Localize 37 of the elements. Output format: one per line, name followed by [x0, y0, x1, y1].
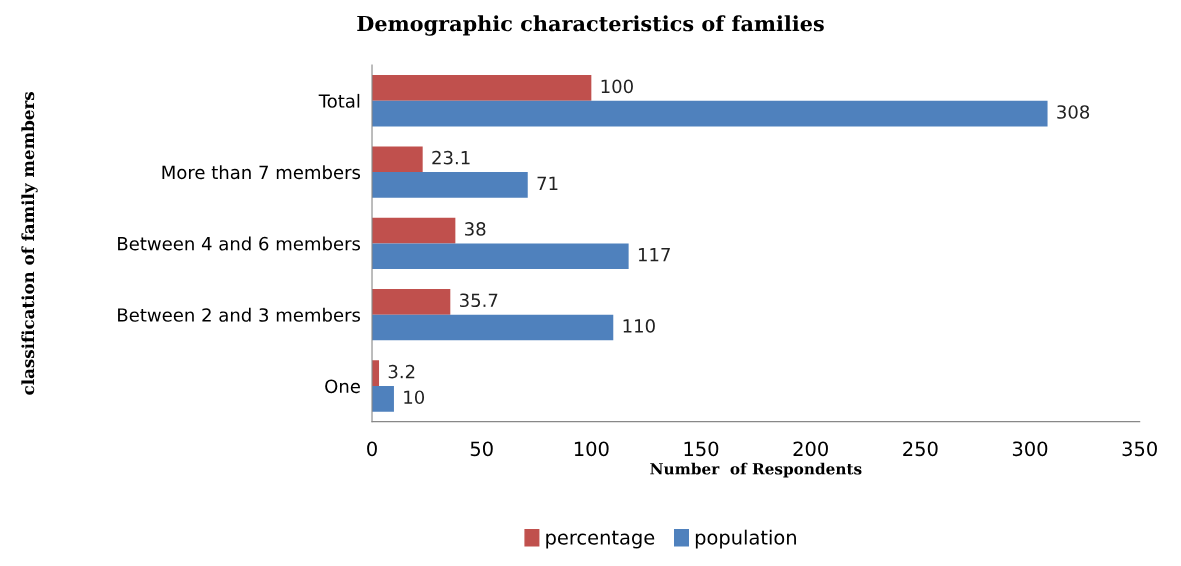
data-label: 71 [537, 176, 558, 190]
data-label: 10 [404, 390, 425, 405]
bar [372, 314, 614, 341]
data-label: 100 [601, 79, 633, 94]
bar [372, 100, 1048, 127]
data-label: 117 [638, 248, 670, 262]
y-tick-label: More than 7 members [162, 165, 361, 180]
data-label: 308 [1057, 105, 1090, 119]
chart-title: Demographic characteristics of families [357, 15, 824, 36]
x-tick-label: 350 [1122, 441, 1157, 457]
y-tick-label: Total [318, 93, 360, 108]
data-label: 23.1 [432, 150, 470, 165]
bar [372, 243, 629, 270]
y-tick-label: Between 4 and 6 members [118, 236, 361, 251]
y-tick-label: Between 2 and 3 members [118, 307, 361, 322]
x-axis-title: Number of Respondents [650, 462, 862, 478]
data-label: 35.7 [460, 293, 498, 308]
y-axis-title: classification of family members [21, 92, 38, 395]
x-tick-label: 0 [367, 441, 377, 457]
legend-label: percentage [546, 530, 655, 549]
legend-label: population [695, 529, 796, 549]
y-tick-label: One [325, 379, 360, 394]
x-tick-label: 300 [1012, 441, 1048, 457]
x-tick-label: 150 [684, 441, 719, 457]
x-tick-label: 200 [793, 441, 828, 457]
bar [372, 75, 592, 101]
bar [372, 217, 456, 244]
data-label: 110 [623, 319, 655, 333]
bar [372, 146, 423, 173]
bar [372, 386, 394, 412]
bar [372, 289, 451, 315]
data-label: 38 [465, 222, 486, 236]
x-tick-label: 50 [470, 441, 493, 457]
x-tick-label: 100 [574, 441, 609, 457]
bar [372, 172, 528, 198]
x-tick-label: 250 [903, 441, 938, 457]
data-label: 3.2 [388, 364, 415, 379]
